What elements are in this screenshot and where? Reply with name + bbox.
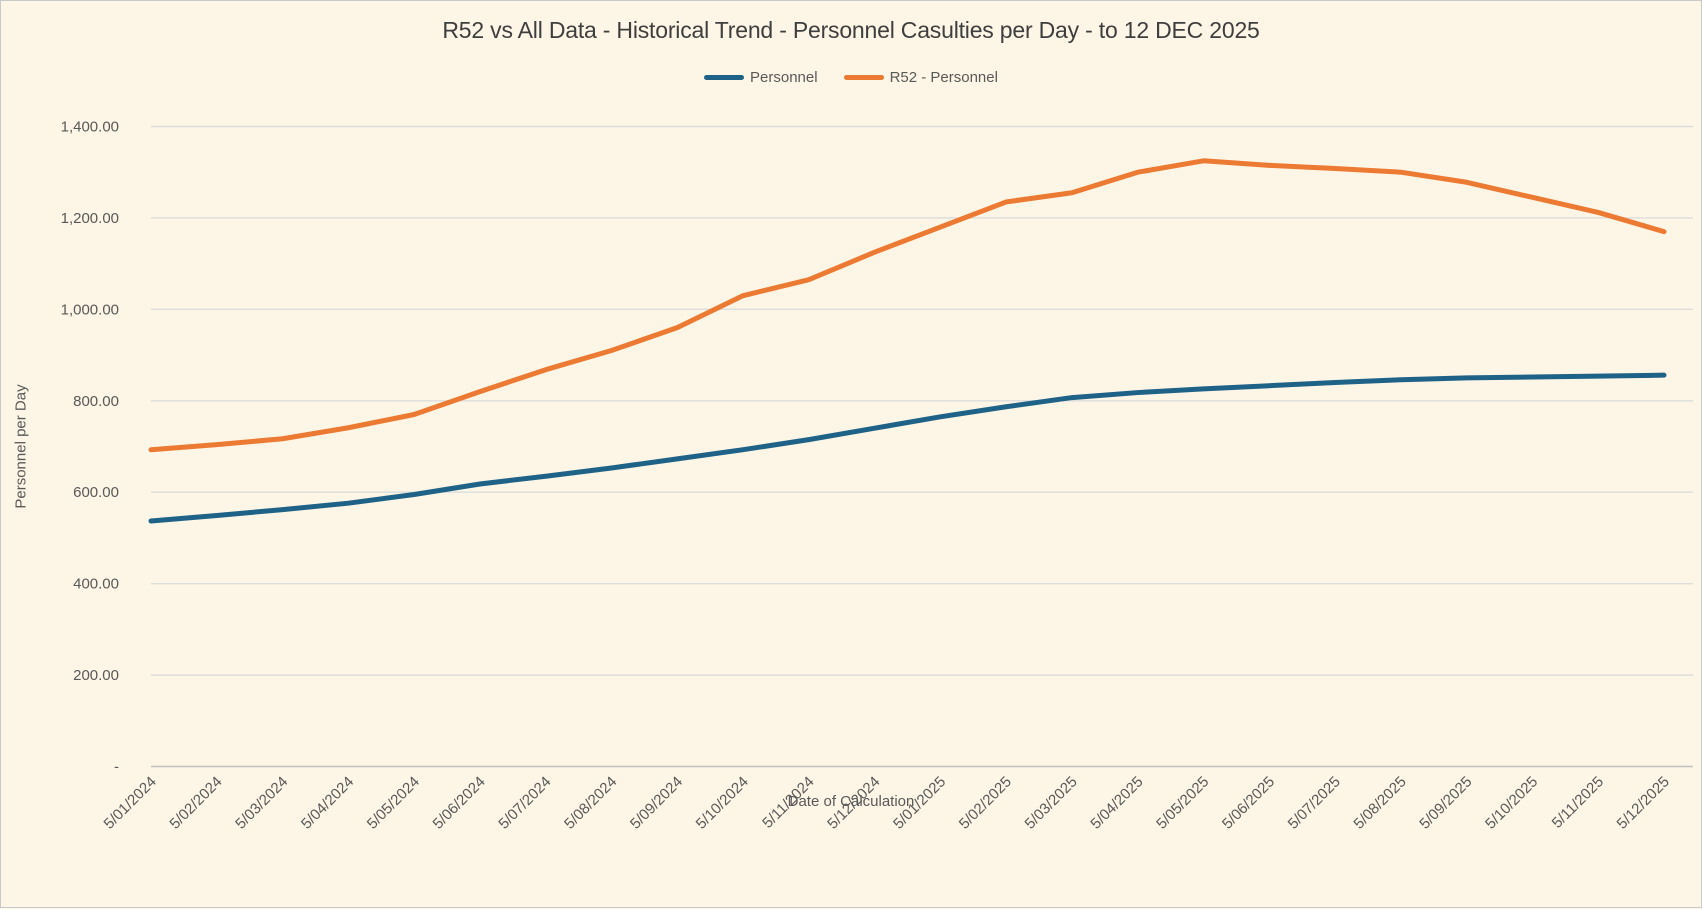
legend-item-r52-personnel[interactable]: R52 - Personnel [843, 69, 998, 86]
legend-label-personnel: Personnel [750, 69, 818, 86]
legend-item-personnel[interactable]: Personnel [704, 69, 818, 86]
y-tick-label: 1,200.00 [61, 210, 119, 227]
chart-title: R52 vs All Data - Historical Trend - Per… [442, 17, 1260, 43]
r52-personnel-line-swatch-icon [843, 75, 884, 80]
y-tick-label: - [114, 759, 119, 776]
y-tick-label: 800.00 [73, 393, 119, 410]
y-tick-label: 1,000.00 [61, 301, 119, 318]
y-tick-label: 200.00 [73, 667, 119, 684]
y-axis-title: Personnel per Day [12, 384, 30, 509]
legend-label-r52-personnel: R52 - Personnel [889, 69, 998, 86]
y-tick-label: 600.00 [73, 484, 119, 501]
r52-personnel-series-line[interactable] [148, 158, 1667, 453]
y-tick-label: 400.00 [73, 576, 119, 593]
personnel-series-line[interactable] [148, 372, 1667, 524]
personnel-line-swatch-icon [704, 75, 745, 80]
x-axis-title: Date of Calculation [787, 793, 915, 810]
y-tick-label: 1,400.00 [61, 119, 119, 136]
chart-legend: Personnel R52 - Personnel [1, 69, 1701, 86]
